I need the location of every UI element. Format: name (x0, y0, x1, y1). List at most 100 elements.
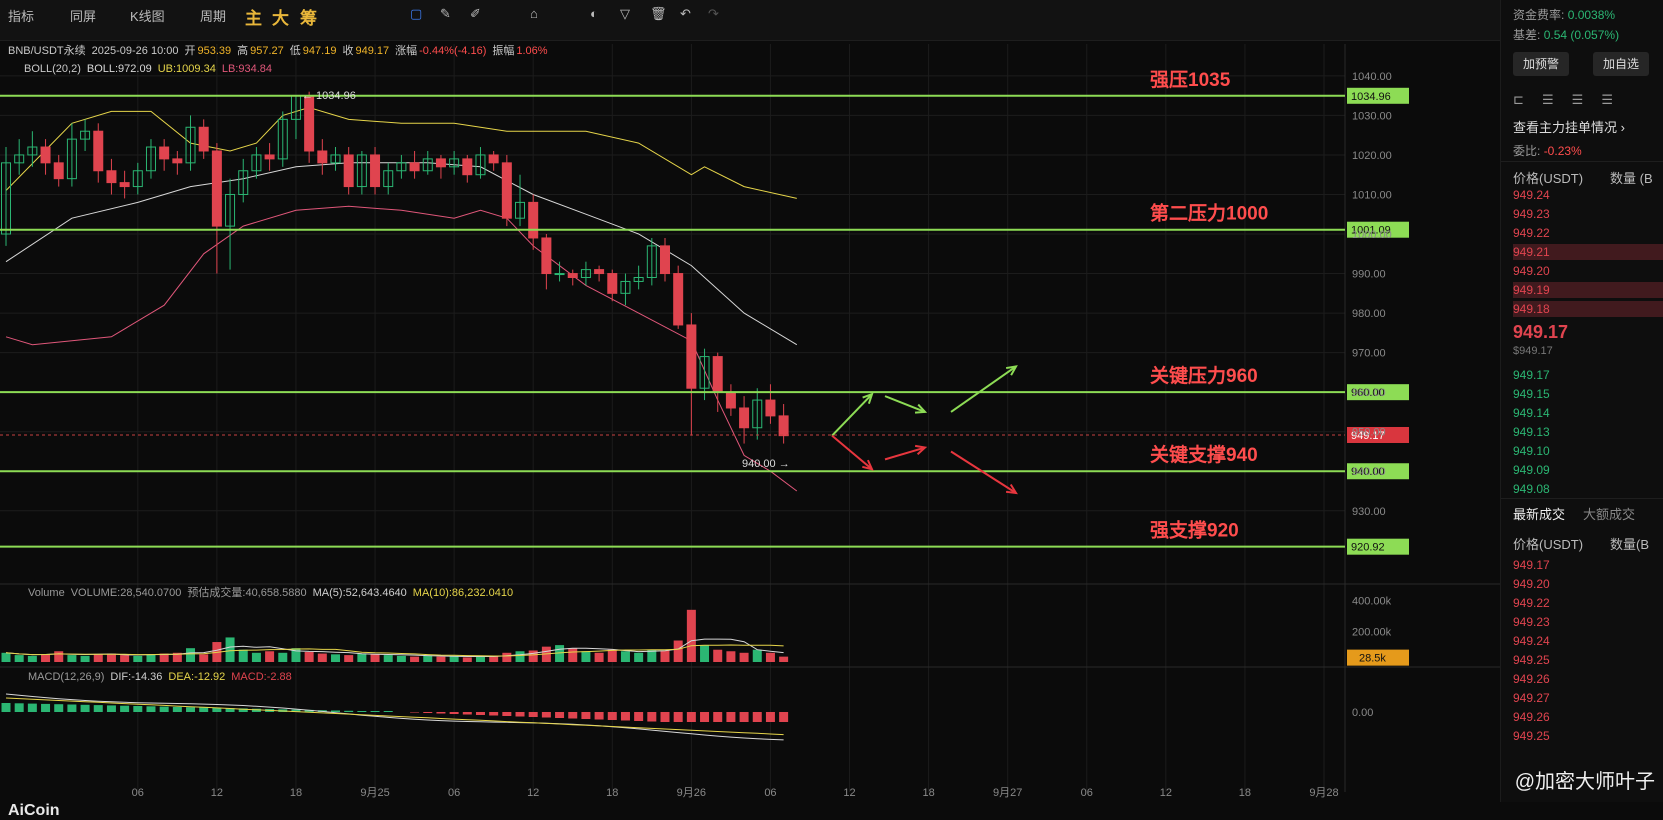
price-row[interactable]: 949.22 (1513, 224, 1663, 242)
add-alert-button[interactable]: 加预警 (1513, 52, 1569, 76)
tool-lock-icon[interactable]: ⌂ (530, 6, 538, 21)
tab-latest-trades[interactable]: 最新成交 (1513, 507, 1566, 522)
price-row[interactable]: 949.10 (1513, 442, 1663, 460)
toolbar-same-screen[interactable]: 同屏 (70, 9, 97, 24)
tool-pen-icon[interactable]: ✎ (440, 6, 451, 21)
price-row[interactable]: 949.26 (1513, 708, 1663, 726)
boll-lower-line (5, 205, 798, 492)
x-tick-label: 12 (843, 787, 855, 799)
macd-bar (344, 710, 354, 712)
volume-bar (41, 654, 51, 662)
redo-icon[interactable]: ↷ (708, 6, 719, 21)
toolbar-kline[interactable]: K线图 (130, 9, 165, 24)
toolbar-main[interactable]: 主 (245, 9, 262, 28)
price-row[interactable]: 949.22 (1513, 594, 1663, 612)
candle-body (264, 154, 275, 160)
volume-bar (370, 654, 380, 662)
forecast-arrow (950, 450, 1018, 495)
macd-tick-label: 0.00 (1352, 707, 1373, 719)
price-row[interactable]: 949.25 (1513, 727, 1663, 745)
price-value: 949.24 (1513, 634, 1550, 648)
x-tick-label: 06 (1081, 787, 1093, 799)
level-label: 关键压力960 (1150, 364, 1258, 387)
tool-rect-icon[interactable]: ▢ (410, 6, 423, 21)
price-row[interactable]: 949.21 (1513, 243, 1663, 261)
kline-chart[interactable]: 强压1035 1034.96 第二压力1000 1001.09 关键压力960 960.0… (0, 43, 1500, 802)
price-row[interactable]: 949.26 (1513, 670, 1663, 688)
volume-bar (251, 652, 261, 662)
candle-body (356, 154, 367, 188)
price-row[interactable]: 949.13 (1513, 423, 1663, 441)
candle-body (66, 138, 77, 180)
macd-bar (357, 711, 367, 712)
volume-bar (159, 653, 169, 662)
price-row[interactable]: 949.24 (1513, 632, 1663, 650)
orderbook-layout-icons[interactable]: ⊏ ☰ ☰ ☰ (1513, 92, 1614, 107)
candle-body (462, 158, 473, 176)
price-row[interactable]: 949.25 (1513, 651, 1663, 669)
tool-filter-icon[interactable]: ▽ (620, 6, 630, 21)
candle-body (185, 126, 196, 164)
level-tag-text: 940.00 (1351, 466, 1385, 478)
candle-body (739, 407, 750, 429)
y-tick-label: 1000.00 (1352, 229, 1392, 241)
macd-bar (331, 710, 340, 712)
tool-brush-icon[interactable]: ✐ (470, 6, 481, 21)
macd-bar (41, 703, 51, 712)
candle-body (712, 356, 723, 393)
macd-bar (106, 705, 116, 712)
price-row[interactable]: 949.20 (1513, 262, 1663, 280)
price-row[interactable]: 949.20 (1513, 575, 1663, 593)
candle-body (594, 269, 605, 275)
candle-body (725, 391, 736, 409)
macd-bar (146, 706, 156, 712)
volume-bar (93, 654, 103, 662)
main-orders-link[interactable]: 查看主力挂单情况 › (1513, 120, 1625, 135)
macd-bar (779, 712, 789, 722)
candle-body (14, 154, 25, 164)
macd-bar (489, 712, 499, 716)
volume-bar (304, 652, 314, 662)
candle-body (422, 158, 433, 172)
volume-bar (752, 649, 762, 662)
undo-icon[interactable]: ↶ (680, 6, 691, 21)
toolbar-indicators[interactable]: 指标 (8, 9, 35, 24)
trades-tabs[interactable]: 最新成交 大额成交 (1513, 504, 1635, 523)
y-tick-label: 930.00 (1352, 506, 1386, 518)
price-row[interactable]: 949.18 (1513, 300, 1663, 318)
price-value: 949.27 (1513, 691, 1550, 705)
toolbar-big[interactable]: 大 (272, 9, 289, 28)
tool-trash-icon[interactable]: 🗑 (650, 6, 667, 21)
price-row[interactable]: 949.17 (1513, 556, 1663, 574)
volume-bar (344, 655, 354, 662)
price-row[interactable]: 949.14 (1513, 404, 1663, 422)
x-tick-label: 12 (211, 787, 223, 799)
toolbar-period[interactable]: 周期 (200, 9, 227, 24)
macd-bar (80, 704, 90, 712)
price-row[interactable]: 949.23 (1513, 613, 1663, 631)
tab-large-trades[interactable]: 大额成交 (1583, 507, 1636, 522)
price-row[interactable]: 949.09 (1513, 461, 1663, 479)
volume-bar (726, 651, 736, 662)
toolbar-chips[interactable]: 筹 (300, 9, 317, 28)
price-row[interactable]: 949.27 (1513, 689, 1663, 707)
add-favorite-button[interactable]: 加自选 (1593, 52, 1649, 76)
macd-bar (14, 703, 24, 712)
candle-body (106, 170, 117, 184)
tool-magnet-icon[interactable]: ◐ (590, 6, 598, 21)
macd-bar (238, 708, 248, 712)
chart-area[interactable]: 强压1035 1034.96 第二压力1000 1001.09 关键压力960 960.0… (0, 43, 1500, 819)
volume-info: Volume VOLUME:28,540.0700 预估成交量:40,658.588… (28, 585, 513, 599)
y-tick-label: 980.00 (1352, 308, 1386, 320)
price-row[interactable]: 949.24 (1513, 186, 1663, 204)
price-row[interactable]: 949.19 (1513, 281, 1663, 299)
x-tick-label: 06 (448, 787, 460, 799)
volume-bar (133, 655, 143, 662)
price-row[interactable]: 949.15 (1513, 385, 1663, 403)
price-value: 949.22 (1513, 226, 1550, 240)
macd-bar (660, 712, 670, 722)
price-row[interactable]: 949.08 (1513, 480, 1663, 498)
price-row[interactable]: 949.23 (1513, 205, 1663, 223)
volume-bar (700, 645, 710, 662)
price-row[interactable]: 949.17 (1513, 366, 1663, 384)
